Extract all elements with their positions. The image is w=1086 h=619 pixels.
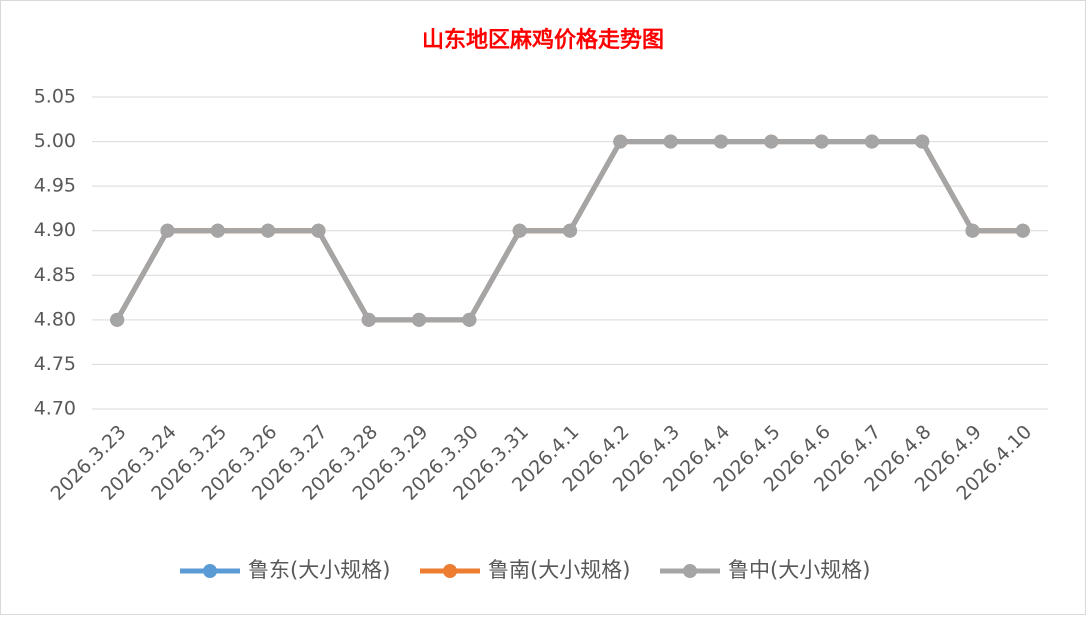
point [764, 134, 779, 149]
point [160, 223, 175, 238]
legend-marker [443, 564, 457, 578]
y-tick-label: 4.90 [34, 219, 76, 241]
y-tick-label: 4.75 [34, 353, 76, 375]
chart-title: 山东地区麻鸡价格走势图 [422, 27, 664, 53]
point [462, 312, 477, 327]
point [814, 134, 829, 149]
y-tick-label: 5.05 [34, 86, 76, 108]
point [512, 223, 527, 238]
point [915, 134, 930, 149]
point [261, 223, 276, 238]
y-tick-label: 4.80 [34, 308, 76, 330]
legend-label: 鲁南(大小规格) [488, 558, 630, 582]
point [965, 223, 980, 238]
point [361, 312, 376, 327]
point [713, 134, 728, 149]
legend-label: 鲁中(大小规格) [728, 558, 870, 582]
point [110, 312, 125, 327]
y-tick-label: 4.95 [34, 175, 76, 197]
y-tick-label: 4.70 [34, 398, 76, 420]
legend-marker [203, 564, 217, 578]
point [210, 223, 225, 238]
point [864, 134, 879, 149]
point [613, 134, 628, 149]
y-tick-label: 4.85 [34, 264, 76, 286]
legend-marker [683, 564, 697, 578]
point [311, 223, 326, 238]
point [663, 134, 678, 149]
point [563, 223, 577, 238]
point [412, 312, 427, 327]
y-tick-label: 5.00 [34, 130, 76, 152]
point [1015, 223, 1030, 238]
legend-label: 鲁东(大小规格) [248, 558, 390, 582]
